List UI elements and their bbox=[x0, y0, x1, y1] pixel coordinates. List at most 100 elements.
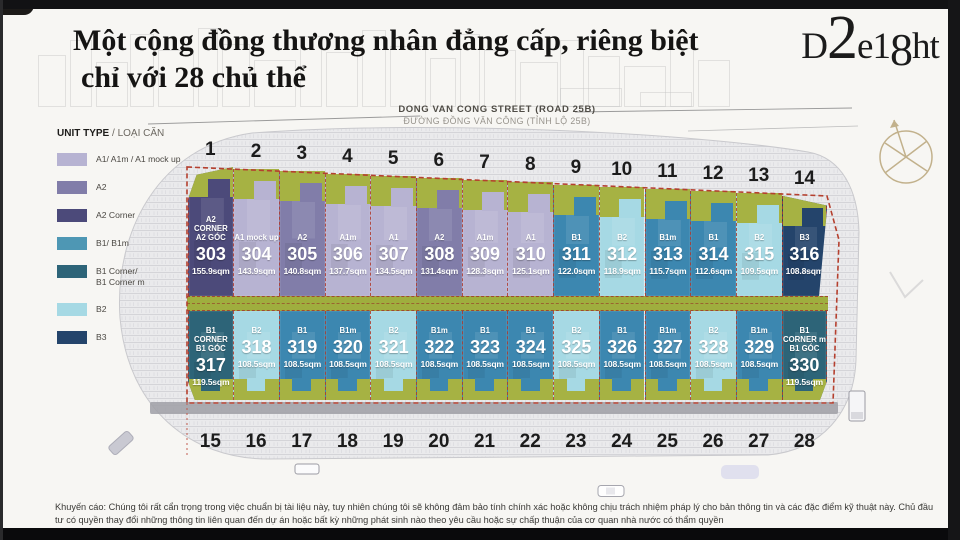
garden-strip bbox=[462, 180, 508, 212]
plot-number: 4 bbox=[342, 145, 353, 167]
garden-strip bbox=[736, 193, 782, 225]
garden-strip bbox=[279, 378, 325, 400]
unit-area: 128.3sqm bbox=[466, 265, 504, 276]
unit-lot[interactable]: B2 328 108.5sqm bbox=[690, 311, 736, 400]
unit-lot[interactable]: A1m 309 128.3sqm bbox=[461, 180, 508, 296]
unit-lot[interactable]: B1m 320 108.5sqm bbox=[324, 311, 371, 400]
unit-type: B2 bbox=[754, 232, 765, 242]
unit-lot[interactable]: B1m 329 108.5sqm bbox=[735, 311, 782, 400]
garden-strip bbox=[417, 378, 462, 400]
plot-number: 9 bbox=[570, 156, 582, 178]
unit-number: 316 bbox=[789, 243, 820, 264]
unit-type: B1m bbox=[659, 233, 677, 242]
unit-area: 125.1sqm bbox=[511, 265, 550, 276]
building-notch bbox=[658, 378, 677, 391]
plot-number: 6 bbox=[433, 150, 445, 171]
unit-lot[interactable]: B3 316 108.8sqm bbox=[781, 195, 828, 296]
legend-title: UNIT TYPE / LOẠI CĂN bbox=[57, 128, 165, 139]
unit-type: B1 bbox=[571, 232, 582, 242]
plot-number: 3 bbox=[296, 143, 308, 165]
unit-area: 108.5sqm bbox=[557, 359, 596, 369]
back-to-back-strip bbox=[187, 296, 828, 311]
unit-lot[interactable]: B2 315 109.5sqm bbox=[735, 193, 782, 296]
unit-area: 119.5sqm bbox=[192, 377, 230, 387]
street-lines bbox=[147, 107, 859, 132]
unit-number: 312 bbox=[607, 243, 638, 264]
unit-lot[interactable]: A2 CORNER A2 GÓC 303 155.9sqm bbox=[187, 167, 234, 296]
plot-number: 13 bbox=[748, 165, 770, 187]
unit-lot[interactable]: B2 318 108.5sqm bbox=[233, 311, 279, 400]
unit-area: 108.5sqm bbox=[511, 359, 550, 369]
unit-lot[interactable]: B1m 327 108.5sqm bbox=[644, 311, 691, 400]
unit-area: 108.5sqm bbox=[374, 359, 413, 369]
unit-lot[interactable]: A1 310 125.1sqm bbox=[507, 182, 554, 296]
unit-lot[interactable]: B1 CORNER m B1 GÓC 330 119.5sqm bbox=[781, 311, 828, 400]
unit-type: B1 bbox=[480, 326, 491, 335]
plot-number: 28 bbox=[793, 431, 815, 452]
unit-area: 108.5sqm bbox=[329, 359, 367, 369]
unit-lot[interactable]: A1m 306 137.7sqm bbox=[324, 173, 371, 296]
unit-area: 140.8sqm bbox=[283, 265, 322, 276]
unit-lot[interactable]: A2 305 140.8sqm bbox=[278, 171, 325, 296]
unit-type: B2 bbox=[571, 326, 582, 335]
title-line-1: Một cộng đồng thương nhân đẳng cấp, riên… bbox=[73, 24, 699, 57]
unit-lot[interactable]: A1 307 134.5sqm bbox=[370, 175, 416, 296]
skyline-building-outline bbox=[390, 46, 426, 107]
building-notch bbox=[756, 205, 779, 225]
unit-area: 109.5sqm bbox=[740, 265, 779, 276]
building-notch bbox=[710, 203, 733, 223]
unit-lot[interactable]: B1m 313 115.7sqm bbox=[644, 189, 691, 296]
unit-number: 303 bbox=[195, 244, 226, 264]
car-icon bbox=[597, 485, 625, 497]
plot-number: 23 bbox=[565, 431, 587, 452]
plot-number: 10 bbox=[611, 158, 633, 180]
plot-number: 5 bbox=[387, 147, 399, 169]
building-notch bbox=[338, 378, 357, 391]
plot-number: 14 bbox=[793, 167, 815, 189]
garden-strip bbox=[508, 378, 554, 400]
unit-area: 119.5sqm bbox=[785, 377, 823, 387]
unit-type: A1 mock up bbox=[234, 232, 279, 242]
building-notch bbox=[801, 207, 824, 227]
unit-lot[interactable]: B2 325 108.5sqm bbox=[553, 311, 599, 400]
unit-type: A1 bbox=[525, 232, 536, 242]
plot-number: 15 bbox=[199, 431, 221, 452]
unit-lot[interactable]: B1 324 108.5sqm bbox=[507, 311, 554, 400]
disclaimer-line-2: tư có quyền thay đổi những thông tin liê… bbox=[55, 514, 724, 525]
unit-lot[interactable]: B1 311 122.0sqm bbox=[553, 184, 599, 296]
legend-item-label: A1/ A1m / A1 mock up bbox=[96, 154, 181, 164]
building-notch bbox=[475, 378, 494, 391]
road-band bbox=[150, 402, 838, 414]
legend-item-label: A2 bbox=[96, 182, 107, 192]
unit-lot[interactable]: A1 mock up 304 143.9sqm bbox=[233, 169, 279, 296]
skyline-building-outline bbox=[130, 34, 154, 107]
unit-lot[interactable]: B1m 322 108.5sqm bbox=[416, 311, 462, 400]
skyline-building-outline bbox=[430, 58, 456, 107]
building-notch bbox=[345, 185, 368, 205]
plot-number: 27 bbox=[748, 431, 770, 452]
legend-swatch bbox=[57, 237, 87, 250]
unit-number: 323 bbox=[470, 337, 501, 357]
legend-item-label: B1 Corner/B1 Corner m bbox=[96, 266, 145, 287]
unit-lot[interactable]: B2 321 108.5sqm bbox=[370, 311, 416, 400]
truck-icon bbox=[848, 390, 866, 422]
unit-number: 304 bbox=[241, 243, 272, 264]
unit-lot[interactable]: B1 CORNER B1 GÓC 317 119.5sqm bbox=[187, 311, 234, 400]
unit-lot[interactable]: B1 314 112.6sqm bbox=[690, 191, 736, 296]
garden-strip bbox=[645, 378, 691, 400]
unit-number: 320 bbox=[332, 337, 363, 357]
unit-lot[interactable]: B1 319 108.5sqm bbox=[278, 311, 325, 400]
car-icon bbox=[108, 430, 134, 456]
unit-number: 308 bbox=[424, 244, 455, 264]
unit-type: B1 bbox=[297, 326, 308, 335]
unit-number: 319 bbox=[287, 337, 318, 357]
skyline-building-outline bbox=[484, 50, 516, 107]
unit-lot[interactable]: B1 326 108.5sqm bbox=[598, 311, 645, 400]
compass-icon bbox=[879, 119, 933, 184]
garden-strip bbox=[417, 178, 462, 209]
unit-lot[interactable]: B2 312 118.9sqm bbox=[598, 186, 645, 296]
plot-number: 16 bbox=[245, 431, 267, 452]
unit-number: 325 bbox=[561, 337, 592, 357]
unit-lot[interactable]: A2 308 131.4sqm bbox=[416, 178, 462, 296]
unit-lot[interactable]: B1 323 108.5sqm bbox=[461, 311, 508, 400]
